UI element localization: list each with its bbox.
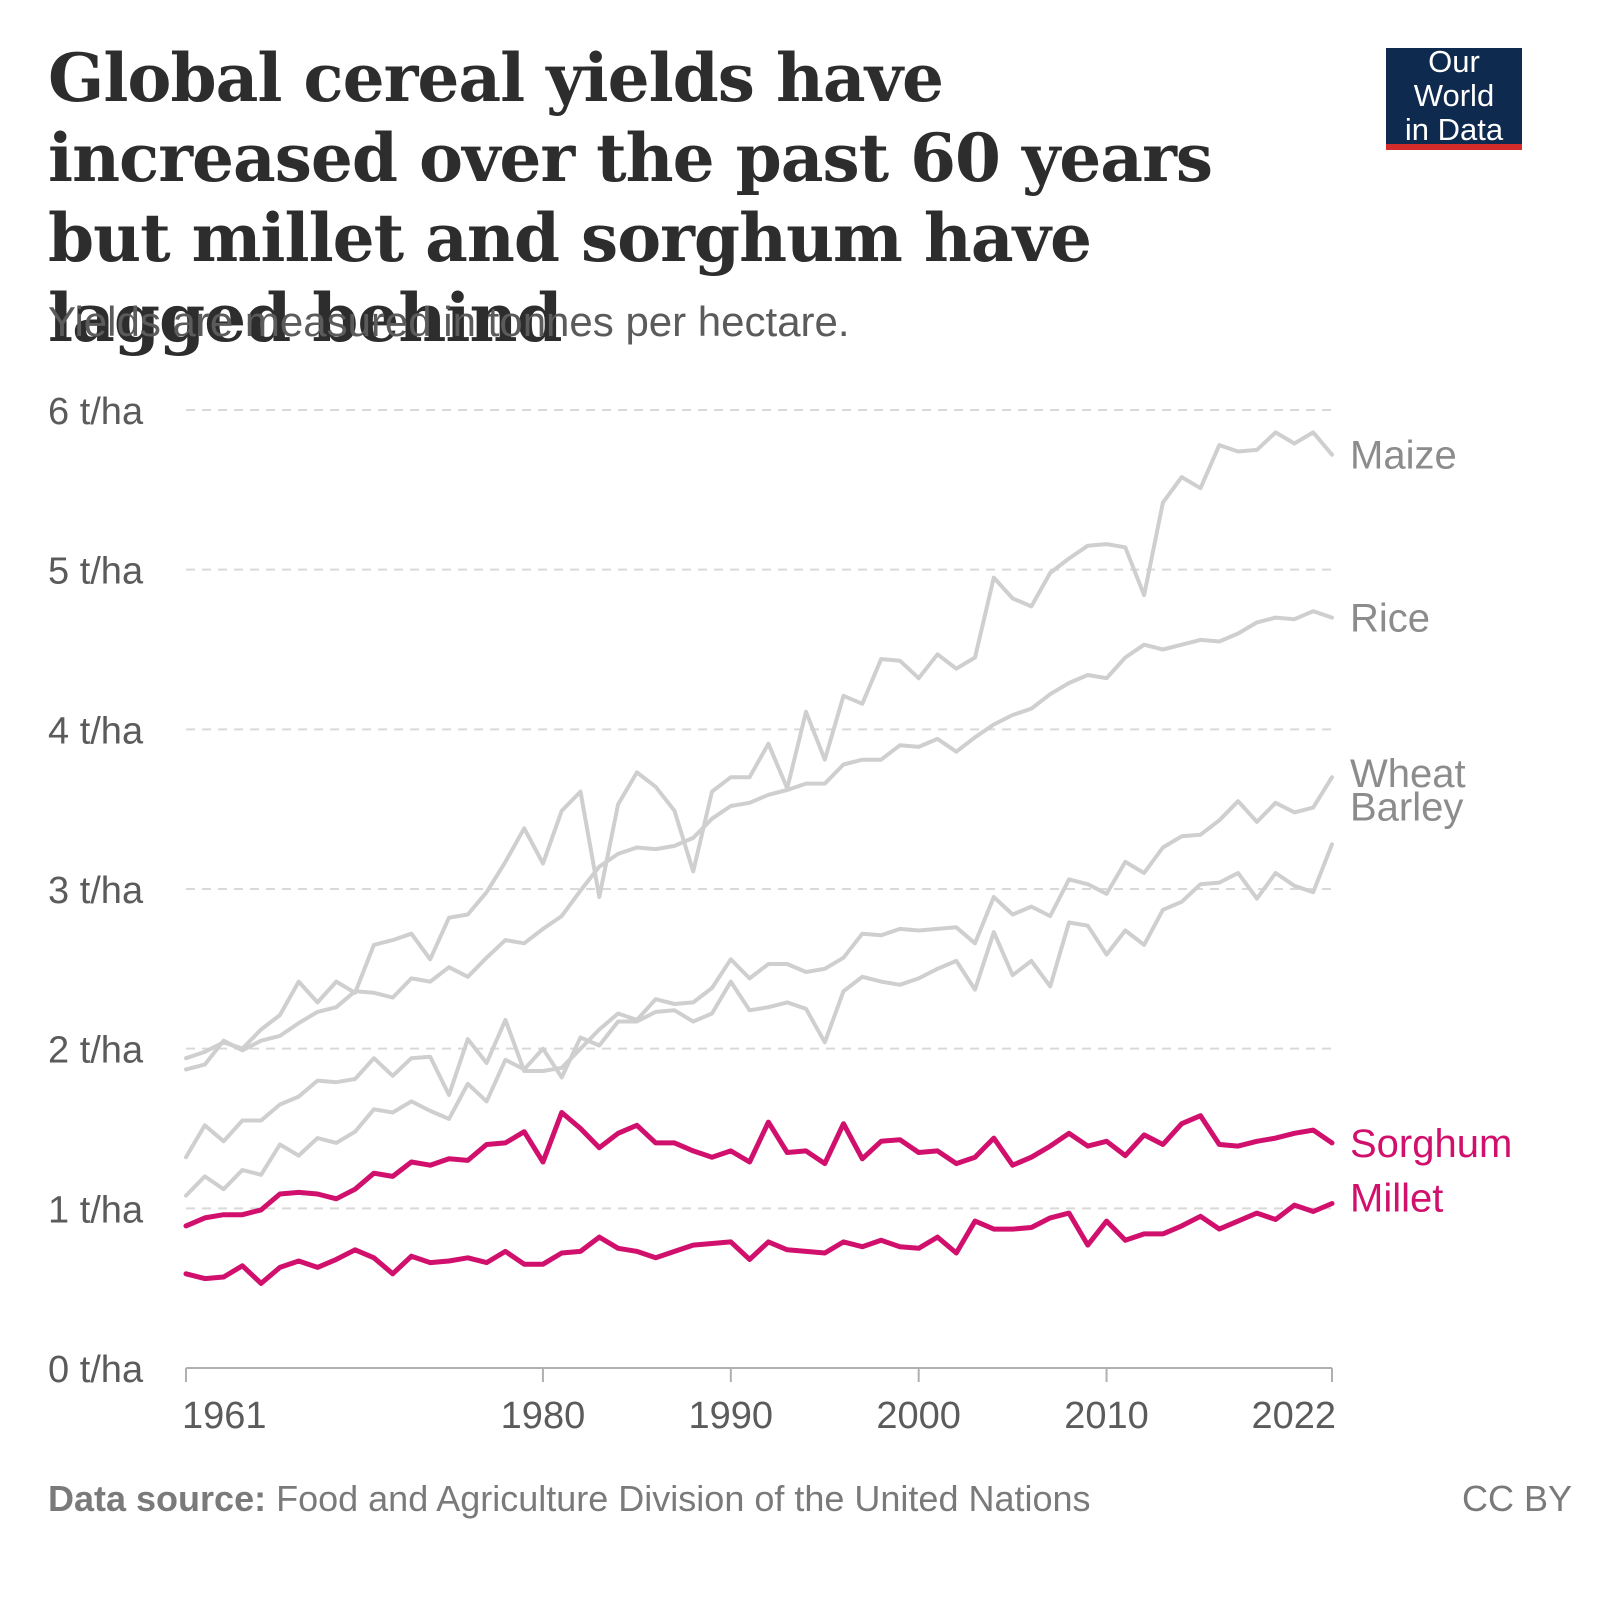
y-tick-label: 4 t/ha bbox=[48, 710, 144, 752]
rice-line[interactable] bbox=[184, 609, 1334, 1072]
barley-label[interactable]: Barley bbox=[1350, 785, 1463, 829]
owid-logo[interactable]: Our World in Data bbox=[1386, 44, 1522, 150]
y-tick-label: 1 t/ha bbox=[48, 1189, 144, 1231]
y-tick-label: 6 t/ha bbox=[48, 391, 144, 433]
logo-line-2: in Data bbox=[1404, 112, 1504, 147]
sorghum-label[interactable]: Sorghum bbox=[1350, 1122, 1512, 1166]
x-tick-label: 1961 bbox=[182, 1395, 267, 1437]
data-source-text[interactable]: Food and Agriculture Division of the Uni… bbox=[276, 1478, 1091, 1519]
sorghum-line[interactable] bbox=[183, 1110, 1335, 1229]
y-axis-labels: 0 t/ha 1 t/ha 2 t/ha 3 t/ha 4 t/ha 5 t/ha 6 t/… bbox=[48, 391, 144, 1391]
x-tick-label: 1990 bbox=[689, 1395, 774, 1437]
x-tick-label: 1980 bbox=[501, 1395, 586, 1437]
y-tick-label: 0 t/ha bbox=[48, 1349, 144, 1391]
maize-label[interactable]: Maize bbox=[1350, 434, 1457, 478]
x-tick-label: 2022 bbox=[1251, 1395, 1336, 1437]
x-axis: 1961 1980 1990 2000 2010 2022 bbox=[182, 1367, 1336, 1437]
y-tick-label: 3 t/ha bbox=[48, 870, 144, 912]
maize-line[interactable] bbox=[184, 430, 1334, 1061]
wheat-line[interactable] bbox=[184, 775, 1334, 1160]
gridlines bbox=[186, 409, 1332, 1210]
chart-title: Global cereal yields have increased over… bbox=[48, 39, 1213, 357]
logo-line-1: Our World bbox=[1413, 44, 1495, 113]
data-source: Data source: Food and Agriculture Divisi… bbox=[48, 1478, 1091, 1520]
x-tick-label: 2000 bbox=[876, 1395, 961, 1437]
millet-line[interactable] bbox=[183, 1201, 1335, 1286]
chart-subtitle: Yields are measured in tonnes per hectar… bbox=[48, 298, 850, 345]
barley-line[interactable] bbox=[184, 842, 1334, 1198]
series-lines bbox=[183, 430, 1335, 1286]
data-source-label: Data source: bbox=[48, 1478, 267, 1519]
wheat-label[interactable]: Wheat bbox=[1350, 752, 1466, 796]
license-label[interactable]: CC BY bbox=[1461, 1478, 1572, 1519]
rice-label[interactable]: Rice bbox=[1350, 597, 1430, 641]
x-tick-label: 2010 bbox=[1064, 1395, 1149, 1437]
y-tick-label: 2 t/ha bbox=[48, 1030, 144, 1072]
millet-label[interactable]: Millet bbox=[1350, 1177, 1443, 1221]
y-tick-label: 5 t/ha bbox=[48, 551, 144, 593]
